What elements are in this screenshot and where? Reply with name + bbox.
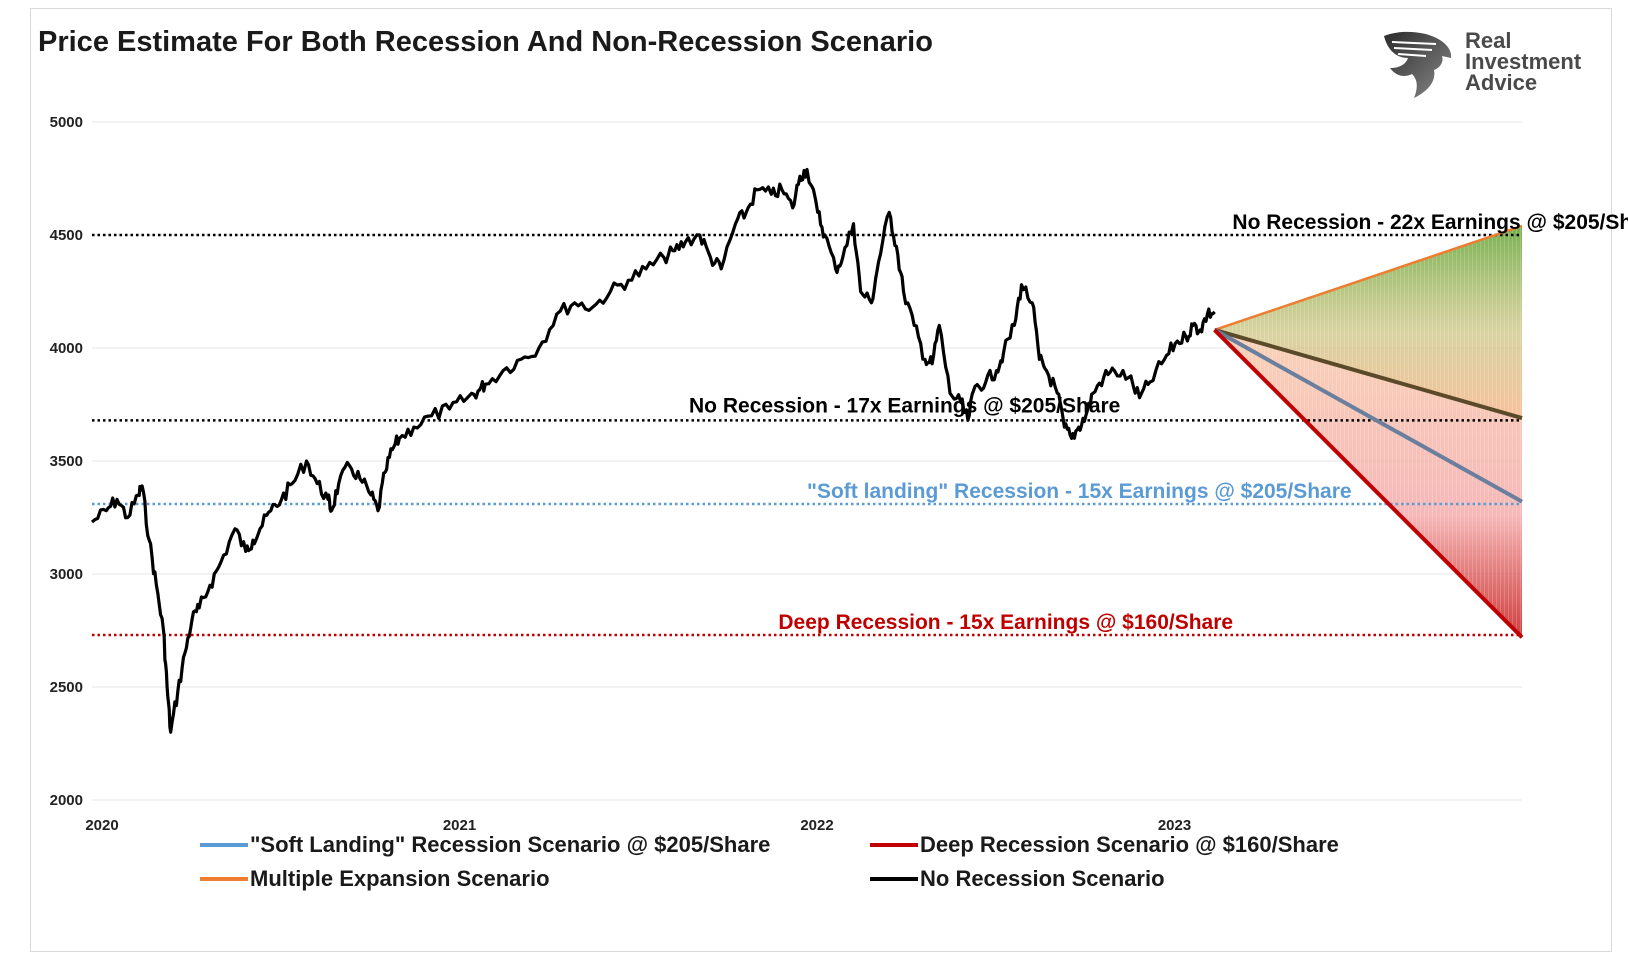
chart-title: Price Estimate For Both Recession And No…: [38, 26, 933, 58]
legend-swatch-multiple-expansion: [200, 877, 248, 881]
annotations: No Recession - 22x Earnings @ $205/Share…: [689, 211, 1628, 634]
price-series: [90, 167, 1216, 734]
x-tick-label-2020: 2020: [85, 817, 118, 834]
scenario-fill: [1214, 225, 1522, 638]
x-tick-label-2022: 2022: [800, 817, 833, 834]
projection-deep-recession: [1213, 328, 1524, 639]
y-tick-label-4500: 4500: [50, 227, 83, 244]
reference-label-2: "Soft landing" Recession - 15x Earnings …: [807, 480, 1352, 503]
y-tick-label-3500: 3500: [50, 453, 83, 470]
logo-line-3: Advice: [1465, 70, 1538, 95]
y-tick-label-3000: 3000: [50, 566, 83, 583]
reference-label-1: No Recession - 17x Earnings @ $205/Share: [689, 394, 1120, 417]
x-tick-label-2023: 2023: [1158, 817, 1191, 834]
logo-line-1: Real: [1465, 28, 1512, 53]
legend-item-multiple-expansion: Multiple Expansion Scenario: [200, 866, 550, 892]
logo: [1378, 28, 1608, 104]
y-tick-label-2500: 2500: [50, 679, 83, 696]
y-tick-label-4000: 4000: [50, 340, 83, 357]
price-line: [90, 167, 1216, 734]
projection-soft-landing: [1213, 328, 1523, 504]
reference-lines: [92, 233, 1522, 637]
reference-label-0: No Recession - 22x Earnings @ $205/Share: [1232, 211, 1628, 234]
legend-item-deep-recession: Deep Recession Scenario @ $160/Share: [870, 832, 1339, 858]
fill-upper-stripes: [1214, 225, 1522, 419]
projection-lines: [1213, 224, 1524, 639]
axis-labels: 2000 2500 3000 3500 4000 4500 5000 2020 2021 2022…: [50, 114, 1192, 834]
legend-label-no-recession: No Recession Scenario: [920, 866, 1165, 891]
y-tick-label-2000: 2000: [50, 792, 83, 809]
legend-swatch-no-recession: [870, 877, 918, 881]
projection-no-recession: [1213, 327, 1523, 420]
legend-swatch-soft-landing: [200, 843, 248, 847]
x-tick-label-2021: 2021: [443, 817, 476, 834]
legend-item-no-recession: No Recession Scenario: [870, 866, 1165, 892]
legend-label-deep-recession: Deep Recession Scenario @ $160/Share: [920, 832, 1339, 857]
legend-label-multiple-expansion: Multiple Expansion Scenario: [250, 866, 550, 891]
eagle-head-icon: [1384, 31, 1452, 98]
reference-label-3: Deep Recession - 15x Earnings @ $160/Sha…: [778, 611, 1233, 634]
legend-swatch-deep-recession: [870, 843, 918, 847]
logo-text: Real Investment Advice: [1465, 28, 1582, 95]
logo-line-2: Investment: [1465, 49, 1582, 74]
y-tick-label-5000: 5000: [50, 114, 83, 131]
legend-item-soft-landing: "Soft Landing" Recession Scenario @ $205…: [200, 832, 770, 858]
projection-multiple-expansion: [1214, 224, 1523, 332]
legend-label-soft-landing: "Soft Landing" Recession Scenario @ $205…: [250, 832, 771, 857]
